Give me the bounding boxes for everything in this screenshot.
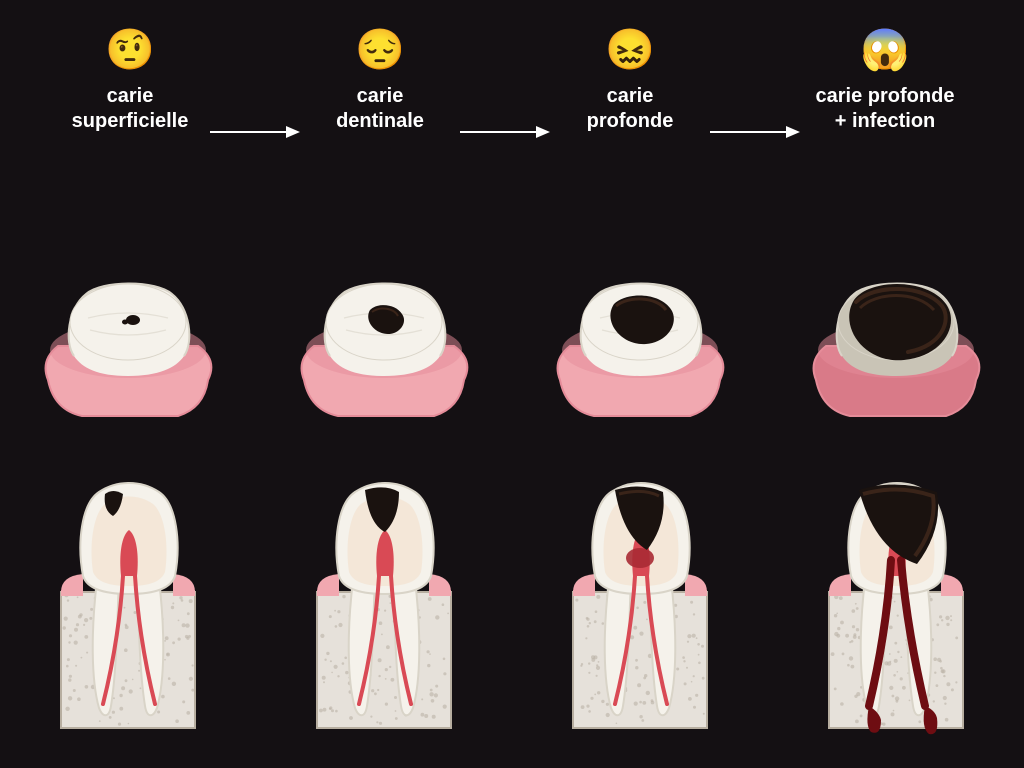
stage-1-tooth-section xyxy=(28,480,228,740)
stage-4-tooth-top xyxy=(796,260,996,430)
stage-1-emoji: 🤨 xyxy=(105,30,155,70)
stage-4-tooth-section xyxy=(796,480,996,740)
stage-3-emoji: 😖 xyxy=(605,30,655,70)
stage-3-tooth-top xyxy=(540,260,740,430)
stage-1-label: carie superficielle xyxy=(72,84,189,134)
stage-4-label: carie profonde + infection xyxy=(816,84,955,134)
stage-3-header: 😖 carie profonde xyxy=(550,30,710,190)
tooth-section-row xyxy=(0,470,1024,740)
arrow-3-4 xyxy=(710,122,800,142)
stage-1-header: 🤨 carie superficielle xyxy=(50,30,210,190)
stage-2-tooth-section xyxy=(284,480,484,740)
stage-1-tooth-top xyxy=(28,260,228,430)
stage-2-header: 😔 carie dentinale xyxy=(300,30,460,190)
arrow-1-2 xyxy=(210,122,300,142)
stage-2-tooth-top xyxy=(284,260,484,430)
stage-4-emoji: 😱 xyxy=(860,30,910,70)
stage-2-emoji: 😔 xyxy=(355,30,405,70)
dental-caries-infographic: 🤨 carie superficielle 😔 carie dentinale … xyxy=(0,0,1024,768)
arrow-2-3 xyxy=(460,122,550,142)
stage-4-header: 😱 carie profonde + infection xyxy=(790,30,980,190)
stage-3-tooth-section xyxy=(540,480,740,740)
tooth-top-row xyxy=(0,230,1024,430)
stage-3-label: carie profonde xyxy=(587,84,674,134)
stage-2-label: carie dentinale xyxy=(336,84,424,134)
